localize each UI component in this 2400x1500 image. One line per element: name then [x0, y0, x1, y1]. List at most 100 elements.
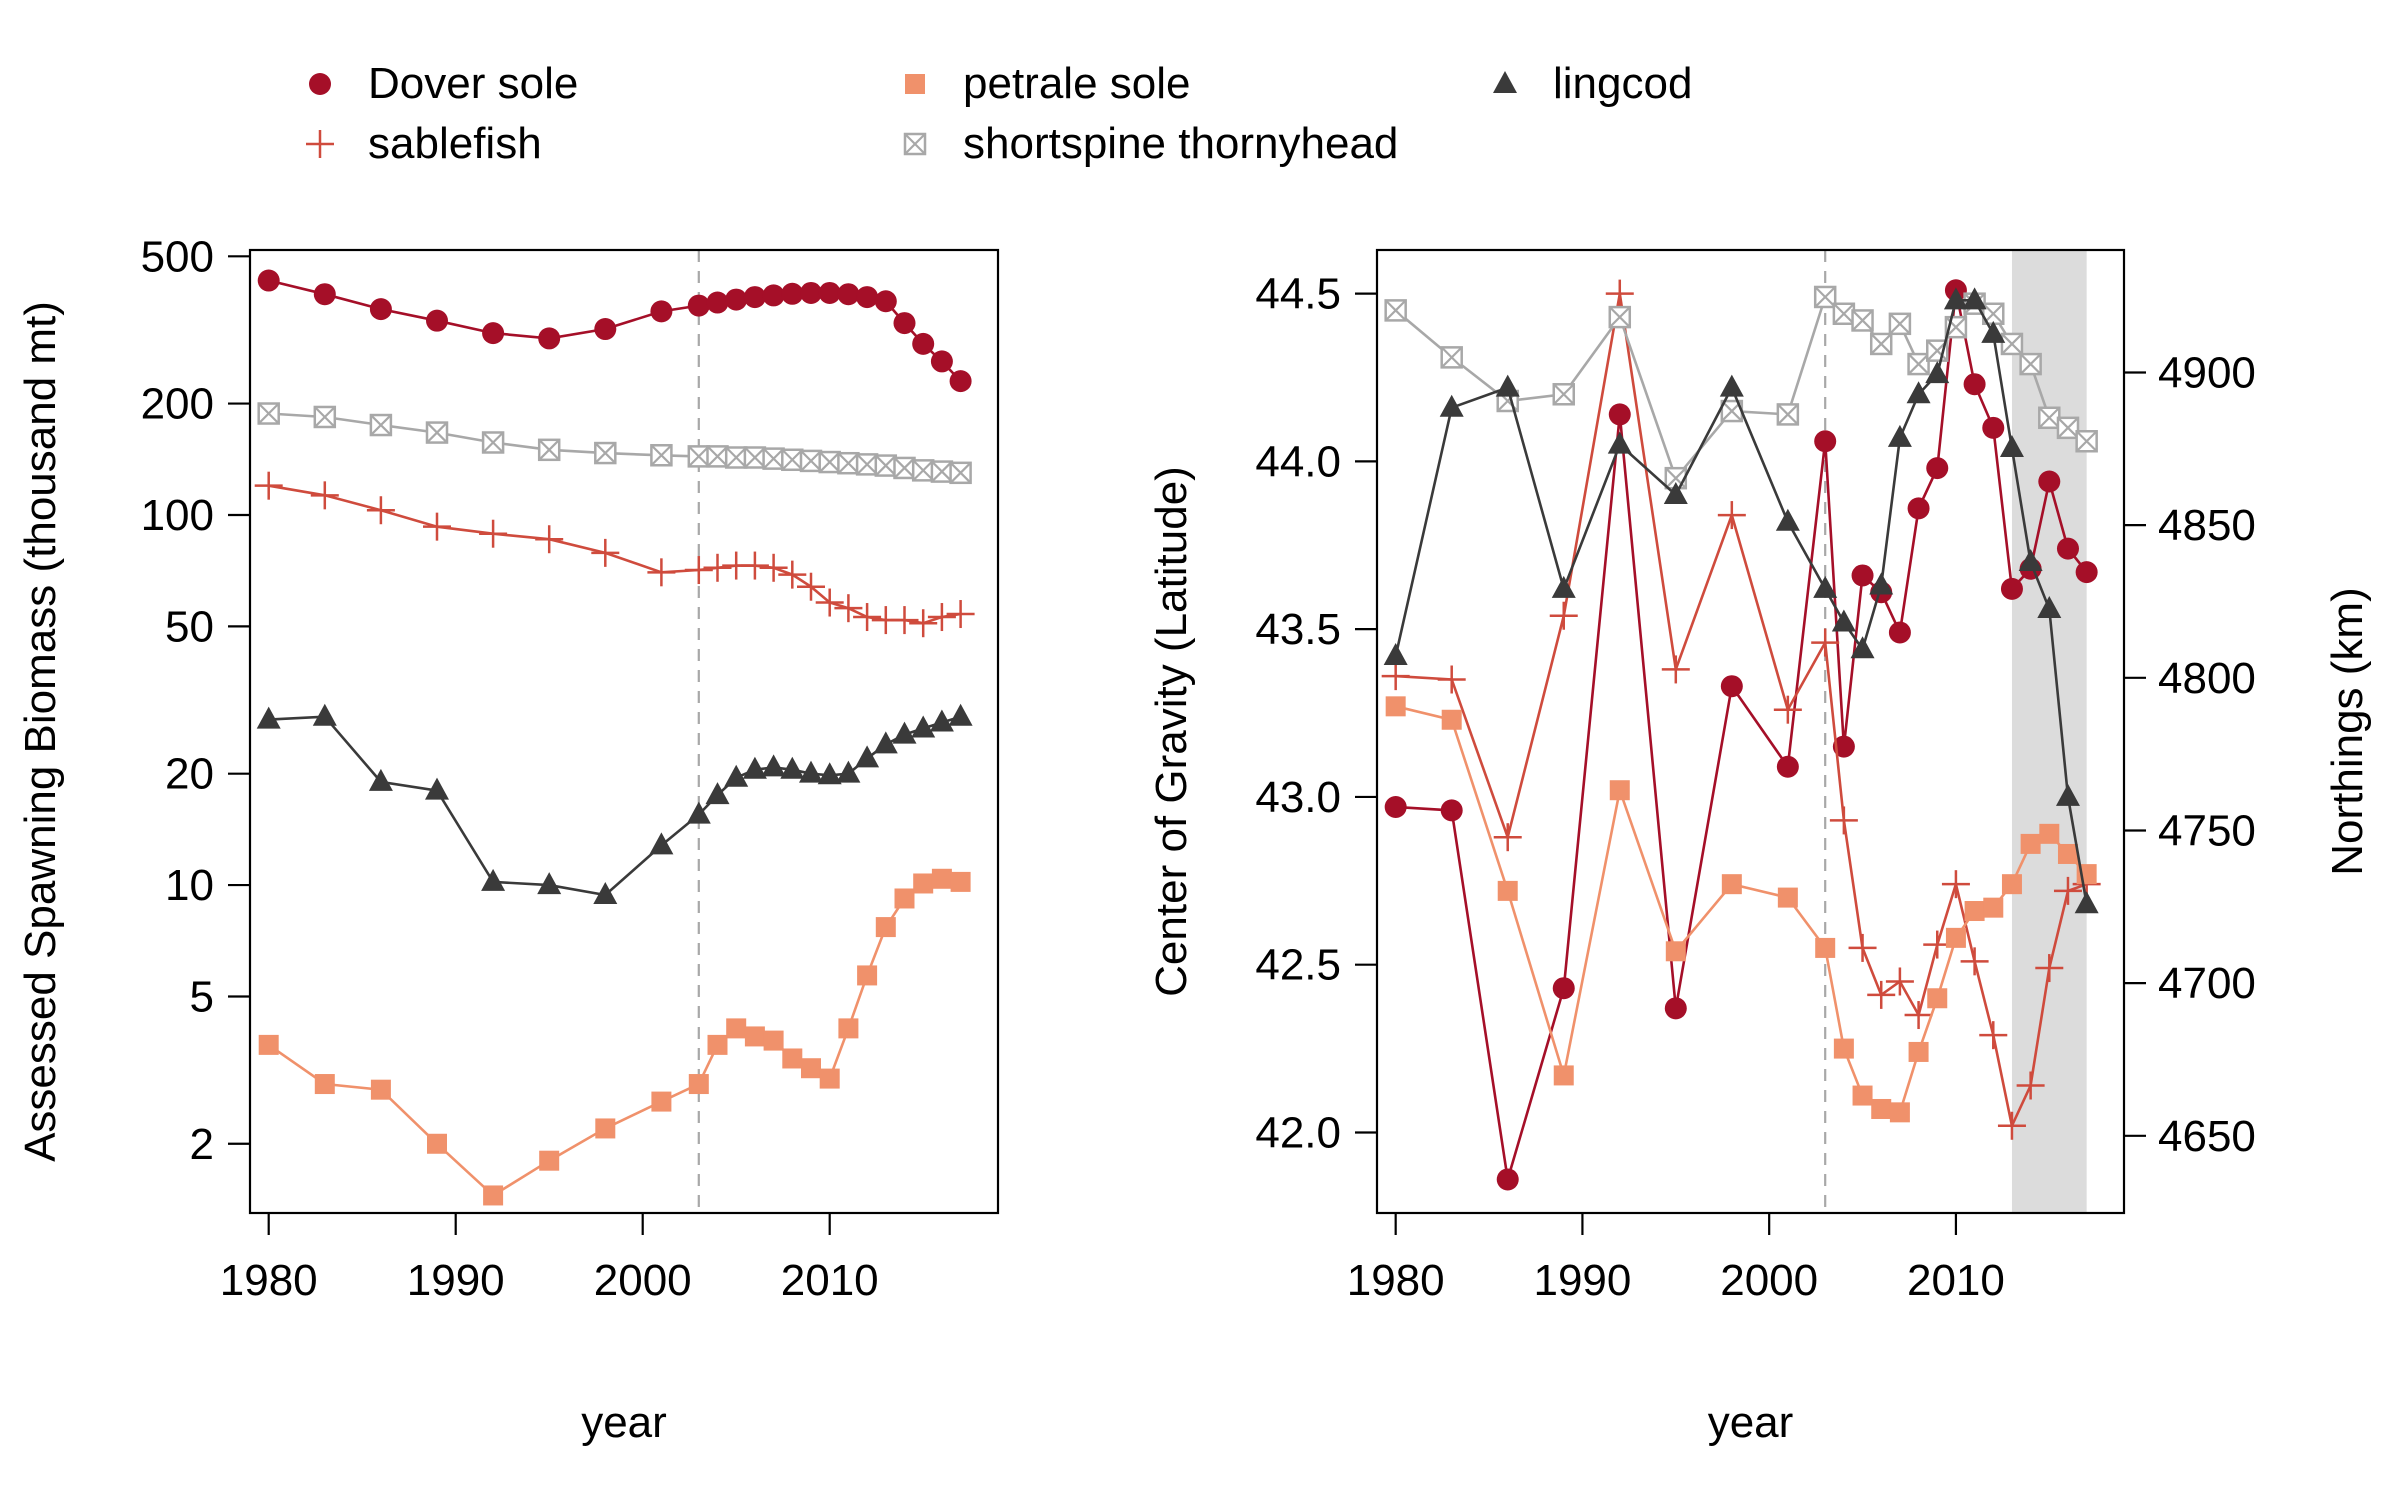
point-shortspine-2017	[949, 461, 972, 485]
point-shortspine-2006	[1869, 332, 1893, 356]
point-dover-1995	[538, 327, 561, 350]
x-tick-label: 1980	[1347, 1256, 1445, 1305]
point-dover-2016	[930, 350, 953, 373]
legend-item-shortspine: shortspine thornyhead	[903, 119, 1398, 168]
point-petrale-2013	[875, 917, 896, 938]
point-lingcod-2008	[780, 756, 805, 779]
point-lingcod-2001	[649, 832, 674, 855]
point-dover-2005	[725, 288, 748, 311]
point-shortspine-1995	[537, 438, 561, 462]
point-sable-2016	[927, 603, 956, 632]
point-sable-2011	[834, 594, 863, 623]
point-dover-2008	[1907, 497, 1930, 520]
point-sable-2014	[2016, 1071, 2045, 1100]
point-dover-2004	[1832, 735, 1855, 758]
point-petrale-2010	[819, 1068, 840, 1089]
point-shortspine-2017	[2075, 430, 2098, 453]
point-dover-2017	[2075, 561, 2098, 584]
point-dover-2006	[743, 286, 766, 309]
y-tick-label: 100	[141, 491, 214, 540]
point-petrale-2003	[1815, 937, 1836, 958]
point-dover-1986	[369, 298, 392, 321]
point-petrale-1989	[1553, 1065, 1574, 1086]
legend-marker-lingcod	[1493, 71, 1517, 93]
point-shortspine-2003	[687, 445, 711, 468]
point-dover-2005	[1851, 564, 1874, 587]
point-dover-1983	[313, 283, 336, 306]
point-sable-2013	[1997, 1111, 2026, 1140]
point-sable-2008	[778, 560, 807, 589]
point-petrale-1992	[1609, 780, 1630, 801]
point-dover-1995	[1664, 997, 1687, 1020]
point-petrale-1998	[1721, 874, 1742, 895]
point-dover-1989	[426, 309, 448, 332]
point-petrale-1995	[1665, 941, 1686, 962]
point-petrale-1989	[427, 1133, 447, 1154]
point-dover-2015	[2038, 470, 2061, 493]
point-petrale-2008	[1908, 1041, 1929, 1062]
point-sable-1983	[1437, 665, 1466, 694]
point-sable-2007	[1885, 967, 1914, 996]
point-lingcod-1986	[1495, 374, 1520, 397]
point-sable-1989	[1549, 601, 1578, 630]
x-tick-label: 2000	[594, 1256, 692, 1305]
point-sable-2004	[703, 553, 732, 582]
point-shortspine-1980	[257, 402, 280, 425]
point-lingcod-2011	[1962, 287, 1987, 310]
point-lingcod-1980	[1383, 643, 1408, 666]
point-lingcod-1986	[368, 768, 393, 791]
point-dover-1992	[482, 322, 505, 345]
point-lingcod-2007	[761, 754, 786, 777]
point-dover-2012	[856, 286, 879, 309]
point-petrale-2001	[1777, 887, 1798, 908]
point-shortspine-1989	[1552, 383, 1575, 406]
point-sable-1986	[1493, 823, 1522, 852]
plot-frame	[1375, 248, 2126, 1215]
legend-label-shortspine: shortspine thornyhead	[963, 119, 1398, 168]
y-axis-title: Center of Gravity (Latitude)	[1147, 466, 1196, 997]
point-dover-2008	[781, 282, 804, 305]
x-tick-label: 2010	[781, 1256, 879, 1305]
point-sable-2016	[2053, 876, 2082, 905]
point-dover-1980	[257, 269, 280, 292]
point-shortspine-1986	[369, 413, 393, 437]
point-sable-1989	[423, 512, 451, 541]
point-petrale-2005	[1852, 1085, 1873, 1106]
point-dover-2007	[762, 284, 785, 307]
point-sable-1992	[1605, 279, 1634, 308]
legend-item-sable: sablefish	[306, 119, 542, 168]
point-petrale-2012	[1983, 897, 2004, 918]
plot-frame	[248, 248, 1000, 1215]
legend-label-petrale: petrale sole	[963, 59, 1190, 108]
series-line-lingcod	[268, 715, 961, 897]
point-dover-2016	[2056, 537, 2079, 560]
point-shortspine-2013	[2000, 332, 2024, 356]
point-dover-2009	[1926, 457, 1949, 480]
point-lingcod-2013	[1999, 434, 2024, 457]
point-lingcod-2008	[1906, 381, 1931, 404]
point-petrale-1995	[539, 1150, 560, 1171]
y-tick-label: 42.0	[1255, 1108, 1341, 1157]
point-petrale-2004	[707, 1034, 728, 1055]
series-sable	[254, 471, 975, 638]
point-sable-2015	[2035, 954, 2064, 983]
point-lingcod-1992	[481, 868, 506, 891]
x-tick-label: 1990	[1533, 1256, 1631, 1305]
point-dover-1992	[1608, 403, 1631, 426]
point-sable-2010	[815, 588, 844, 617]
point-petrale-2011	[838, 1018, 859, 1039]
right-panel-center-of-gravity: 1980 1990 2000 2010 42.0 42.5 43.0 43.5 44.0 44.5…	[1147, 248, 2372, 1447]
point-shortspine-1992	[481, 431, 505, 454]
point-shortspine-1992	[1608, 305, 1632, 329]
point-petrale-2016	[2057, 843, 2078, 864]
y-tick-label: 20	[165, 750, 214, 799]
point-shortspine-2008	[1907, 352, 1930, 376]
point-shortspine-2007	[1888, 312, 1912, 336]
point-sable-1995	[1661, 655, 1690, 684]
point-shortspine-2016	[2056, 416, 2080, 440]
x-tick-label: 2000	[1720, 1256, 1818, 1305]
legend-marker-shortspine	[903, 132, 927, 156]
point-dover-2003	[687, 294, 710, 317]
point-sable-2008	[1904, 1001, 1933, 1030]
point-sable-2011	[1960, 947, 1989, 976]
